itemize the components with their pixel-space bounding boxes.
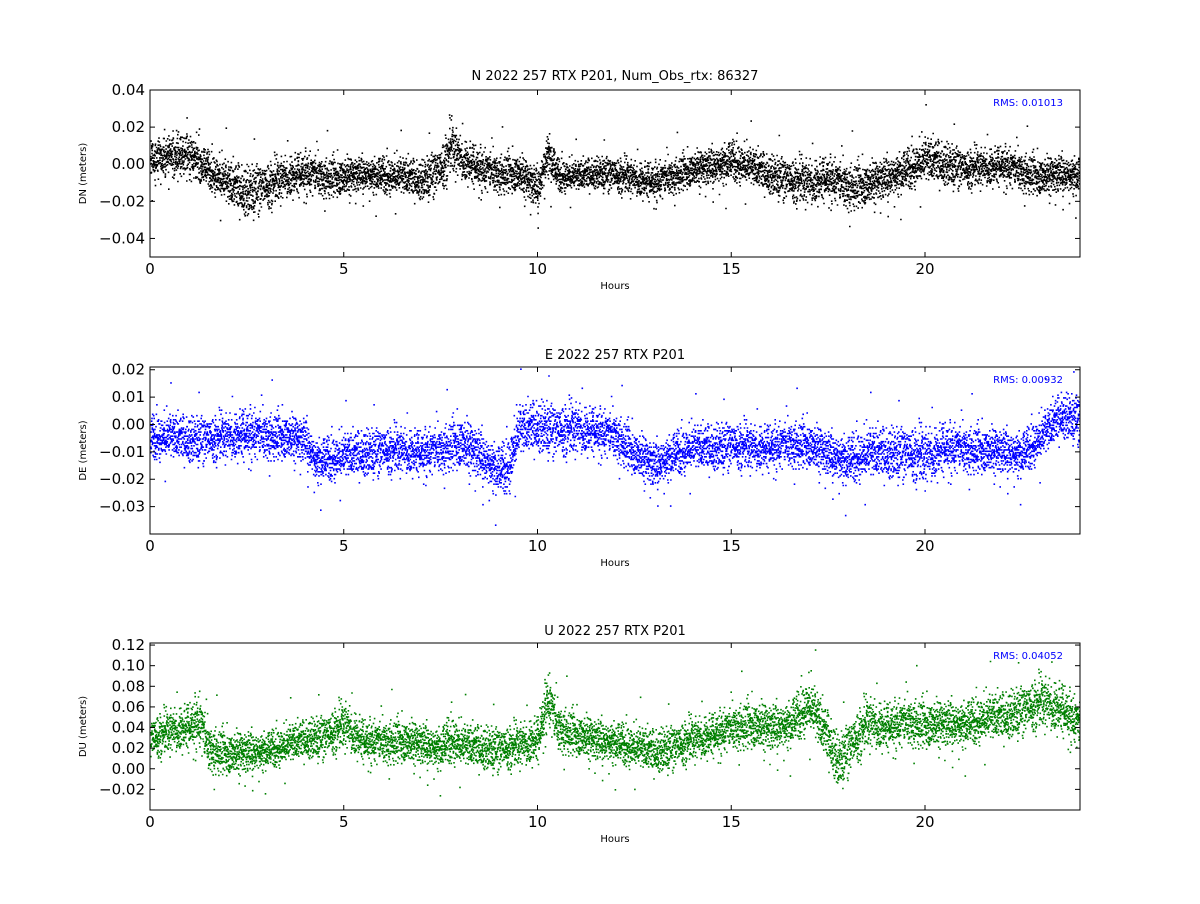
y-tick-label: 0.02 [112,118,145,136]
y-tick-label: 0.06 [112,698,145,716]
panel-title: N 2022 257 RTX P201, Num_Obs_rtx: 86327 [472,69,759,84]
axes-frame [149,642,1081,811]
y-tick-label: 0.10 [112,657,145,675]
x-tick-label: 10 [528,813,547,831]
y-tick-label: 0.01 [112,388,145,406]
x-tick-label: 5 [339,260,349,278]
y-tick-label: −0.04 [99,229,145,247]
x-tick-label: 20 [915,813,934,831]
x-tick-label: 20 [915,260,934,278]
axis-ticks: 0 5 10 15 20 −0.03 −0.02 −0.01 0.00 0.01 0.02 [99,361,1080,555]
panel-title: U 2022 257 RTX P201 [544,624,686,639]
y-tick-label: 0.08 [112,677,145,695]
y-tick-label: −0.02 [99,192,145,210]
y-tick-label: 0.02 [112,361,145,379]
panel-up: U 2022 257 RTX P201 Hours DU (meters) RM… [78,624,1081,845]
axis-ticks: 0 5 10 15 20 −0.04 −0.02 0.00 0.02 0.04 [99,81,1080,278]
axes-frame [149,89,1081,258]
panel-north: N 2022 257 RTX P201, Num_Obs_rtx: 86327 … [78,69,1081,292]
y-tick-label: 0.00 [112,155,145,173]
scatter-series-points [150,649,1080,797]
x-tick-label: 15 [722,813,741,831]
x-tick-label: 0 [145,537,155,555]
y-tick-label: 0.02 [112,739,145,757]
y-tick-label: 0.04 [112,81,145,99]
x-tick-label: 0 [145,260,155,278]
scatter-series-points [150,368,1080,526]
y-tick-label: 0.04 [112,719,145,737]
data-points [150,368,1080,526]
axes-frame [149,366,1081,535]
x-axis-label: Hours [600,281,629,292]
x-tick-label: 15 [722,537,741,555]
y-tick-label: 0.12 [112,636,145,654]
scatter-series-points [150,104,1080,229]
x-axis-label: Hours [600,558,629,569]
x-tick-label: 10 [528,260,547,278]
x-tick-label: 5 [339,813,349,831]
y-tick-label: 0.00 [112,415,145,433]
rms-annotation: RMS: 0.04052 [993,651,1063,662]
x-tick-label: 0 [145,813,155,831]
y-tick-label: −0.01 [99,443,145,461]
panel-east: E 2022 257 RTX P201 Hours DE (meters) RM… [78,348,1081,569]
x-tick-label: 20 [915,537,934,555]
rms-annotation: RMS: 0.00932 [993,375,1063,386]
y-axis-label: DU (meters) [78,696,89,757]
y-tick-label: 0.00 [112,760,145,778]
data-points [150,104,1080,229]
y-tick-label: −0.02 [99,470,145,488]
x-tick-label: 15 [722,260,741,278]
x-tick-label: 5 [339,537,349,555]
axis-ticks: 0 5 10 15 20 −0.02 0.00 0.02 0.04 0.06 0.08 0.10 0.1… [99,636,1080,831]
y-tick-label: −0.03 [99,498,145,516]
data-points [150,649,1080,797]
y-axis-label: DE (meters) [78,420,89,480]
x-axis-label: Hours [600,834,629,845]
y-tick-label: −0.02 [99,780,145,798]
rms-annotation: RMS: 0.01013 [993,98,1063,109]
panel-title: E 2022 257 RTX P201 [545,348,685,363]
y-axis-label: DN (meters) [78,143,89,205]
x-tick-label: 10 [528,537,547,555]
